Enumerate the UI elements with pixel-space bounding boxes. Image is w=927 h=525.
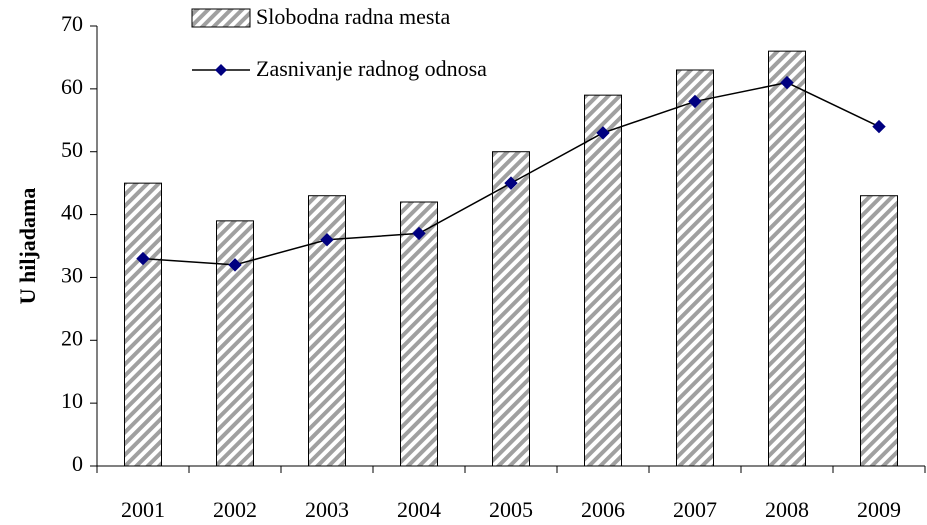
point [596,126,610,140]
bar [860,195,898,467]
y-axis-label: U hiljadama [15,188,40,305]
legend-marker [215,64,227,76]
point [872,119,886,134]
y-tick-label: 0 [72,451,83,476]
bar [584,94,622,467]
y-tick-label: 60 [61,74,83,99]
bar [492,151,530,467]
y-tick-label: 10 [61,388,83,413]
y-tick-label: 30 [61,262,83,287]
point [228,258,242,272]
legend-label: Slobodna radna mesta [256,4,451,29]
y-tick-label: 20 [61,325,83,350]
y-tick-label: 70 [61,11,83,36]
y-tick-label: 50 [61,137,83,162]
legend-swatch [191,8,251,28]
x-tick-label: 2001 [121,497,165,522]
point [780,75,794,90]
point [136,251,150,266]
x-tick-label: 2003 [305,497,349,522]
point [504,176,518,190]
x-tick-label: 2005 [489,497,533,522]
point [688,94,702,109]
y-tick-label: 40 [61,200,83,225]
bar [676,69,714,467]
x-tick-label: 2009 [857,497,901,522]
x-tick-label: 2004 [397,497,441,522]
point [412,226,426,241]
x-tick-label: 2006 [581,497,625,522]
bar [124,182,162,467]
bar [400,201,438,467]
x-tick-label: 2007 [673,497,717,522]
bar [216,220,254,467]
point [320,233,334,247]
x-tick-label: 2002 [213,497,257,522]
legend-label: Zasnivanje radnog odnosa [256,56,487,81]
x-tick-label: 2008 [765,497,809,522]
bar [768,50,806,467]
